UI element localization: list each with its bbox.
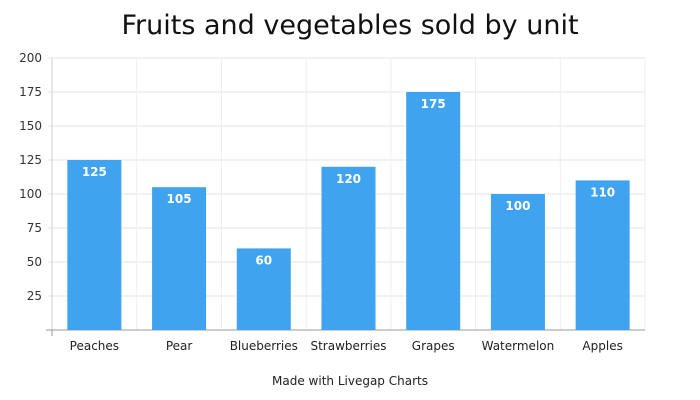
- data-label: 110: [590, 185, 615, 199]
- y-tick-label: 75: [27, 221, 42, 235]
- x-tick-label: Pear: [166, 339, 193, 353]
- data-label: 105: [167, 192, 192, 206]
- data-labels: 125 105 60 120 175 100 110: [82, 97, 615, 267]
- bar-peaches[interactable]: [67, 160, 122, 330]
- data-label: 100: [505, 199, 530, 213]
- data-label: 175: [421, 97, 446, 111]
- chart-credit: Made with Livegap Charts: [272, 374, 428, 388]
- y-tick-label: 100: [19, 187, 42, 201]
- data-label: 120: [336, 172, 361, 186]
- data-label: 125: [82, 165, 107, 179]
- x-tick-label: Apples: [582, 339, 622, 353]
- x-tick-label: Grapes: [412, 339, 455, 353]
- y-tick-label: 125: [19, 153, 42, 167]
- y-tick-label: 175: [19, 85, 42, 99]
- bar-watermelon[interactable]: [490, 194, 545, 330]
- bar-apples[interactable]: [575, 180, 630, 330]
- bar-pear[interactable]: [152, 187, 207, 330]
- tick-labels: 25 50 75 100 125 150 175 200 Peaches Pear Blueberr…: [19, 51, 623, 353]
- data-label: 60: [255, 253, 272, 267]
- chart-title: Fruits and vegetables sold by unit: [121, 10, 579, 41]
- bar-grapes[interactable]: [406, 92, 461, 330]
- x-tick-label: Blueberries: [230, 339, 298, 353]
- bars: [67, 92, 630, 330]
- bar-blueberries[interactable]: [236, 248, 291, 330]
- y-tick-label: 150: [19, 119, 42, 133]
- y-tick-label: 200: [19, 51, 42, 65]
- y-tick-label: 50: [27, 255, 42, 269]
- x-tick-label: Peaches: [70, 339, 119, 353]
- x-tick-label: Watermelon: [482, 339, 555, 353]
- y-tick-label: 25: [27, 289, 42, 303]
- bar-strawberries[interactable]: [321, 166, 376, 330]
- x-tick-label: Strawberries: [310, 339, 386, 353]
